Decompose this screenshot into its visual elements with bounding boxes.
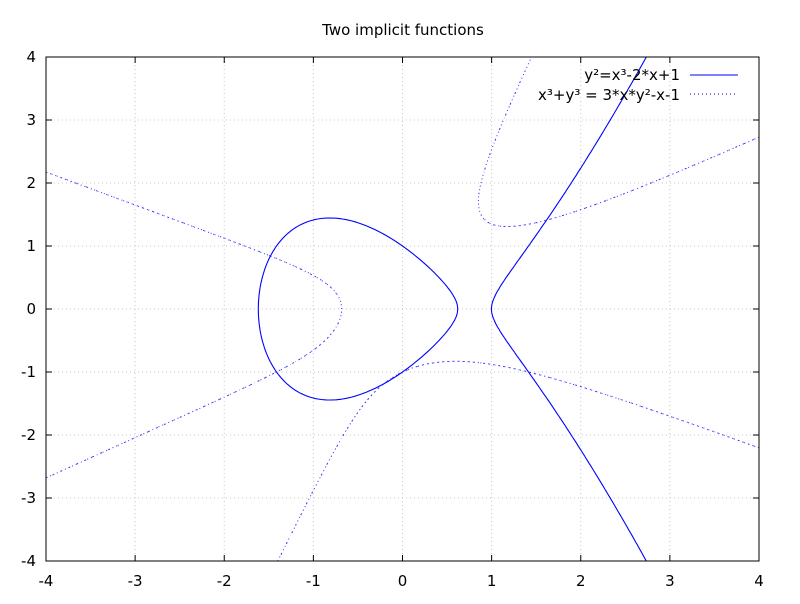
legend: y²=x³-2*x+1 x³+y³ = 3*x*y²-x-1 <box>538 66 738 104</box>
curves <box>45 56 760 562</box>
y-tick-label: 0 <box>26 300 36 318</box>
legend-label-1: x³+y³ = 3*x*y²-x-1 <box>538 86 680 104</box>
series-curve-1 <box>45 56 760 562</box>
y-tick-label: -3 <box>21 489 36 507</box>
x-tick-label: 0 <box>398 572 408 590</box>
x-tick-label: -4 <box>39 572 54 590</box>
y-tick-label: -2 <box>21 426 36 444</box>
legend-label-0: y²=x³-2*x+1 <box>584 66 680 84</box>
y-tick-label: 2 <box>26 174 36 192</box>
x-tick-label: 3 <box>665 572 675 590</box>
x-tick-label: -2 <box>217 572 232 590</box>
x-tick-label: -1 <box>306 572 321 590</box>
ticks: -4 -3 -2 -1 0 1 2 3 4 -4 -3 -2 -1 0 1 2 3 4 <box>21 48 764 590</box>
chart-title: Two implicit functions <box>321 21 484 39</box>
x-tick-label: 2 <box>576 572 586 590</box>
y-tick-label: 1 <box>26 237 36 255</box>
grid <box>46 57 759 561</box>
y-tick-label: -4 <box>21 552 36 570</box>
y-tick-label: 4 <box>26 48 36 66</box>
series-curve-0 <box>257 56 647 562</box>
x-tick-label: 1 <box>487 572 497 590</box>
y-tick-label: 3 <box>26 111 36 129</box>
y-tick-label: -1 <box>21 363 36 381</box>
x-tick-label: 4 <box>754 572 764 590</box>
x-tick-label: -3 <box>128 572 143 590</box>
